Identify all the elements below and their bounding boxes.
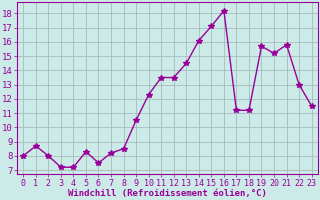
X-axis label: Windchill (Refroidissement éolien,°C): Windchill (Refroidissement éolien,°C) [68, 189, 267, 198]
